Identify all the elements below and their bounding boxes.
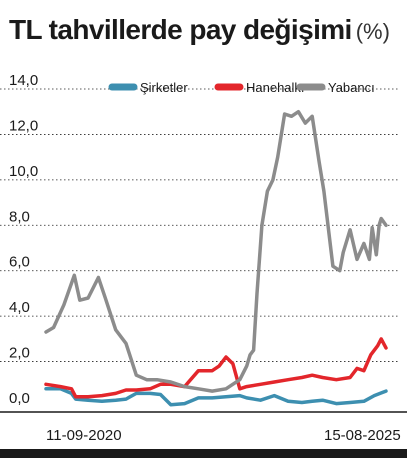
y-tick-label: 0,0 [9, 390, 30, 407]
bottom-bar [0, 449, 407, 458]
y-tick-label: 10,0 [9, 163, 38, 180]
y-tick-label: 12,0 [9, 117, 38, 134]
y-tick-label: 2,0 [9, 345, 30, 362]
y-tick-label: 8,0 [9, 208, 30, 225]
chart-header: TL tahvillerde pay değişimi (%) [9, 14, 390, 46]
y-tick-label: 14,0 [9, 72, 38, 89]
legend-label: Hanehalkı [246, 80, 305, 95]
y-axis-tick-labels: 0,0 2,0 4,0 6,0 8,0 10,0 12,0 14,0 [9, 72, 38, 407]
chart-unit: (%) [355, 19, 390, 44]
legend: Şirketler Hanehalkı Yabancı [108, 80, 375, 95]
series-line-hanehalk- [44, 337, 388, 399]
chart-title: TL tahvillerde pay değişimi [9, 14, 352, 45]
y-tick-label: 6,0 [9, 254, 30, 271]
y-tick-label: 4,0 [9, 299, 30, 316]
series-line-yabanc- [44, 109, 388, 393]
x-end-date-label: 15-08-2025 [324, 427, 401, 444]
legend-label: Yabancı [328, 80, 375, 95]
series-line--irketler [44, 387, 388, 407]
legend-label: Şirketler [140, 80, 188, 95]
series-lines [44, 109, 388, 407]
x-start-date-label: 11-09-2020 [46, 427, 122, 444]
grid-lines [0, 88, 400, 362]
